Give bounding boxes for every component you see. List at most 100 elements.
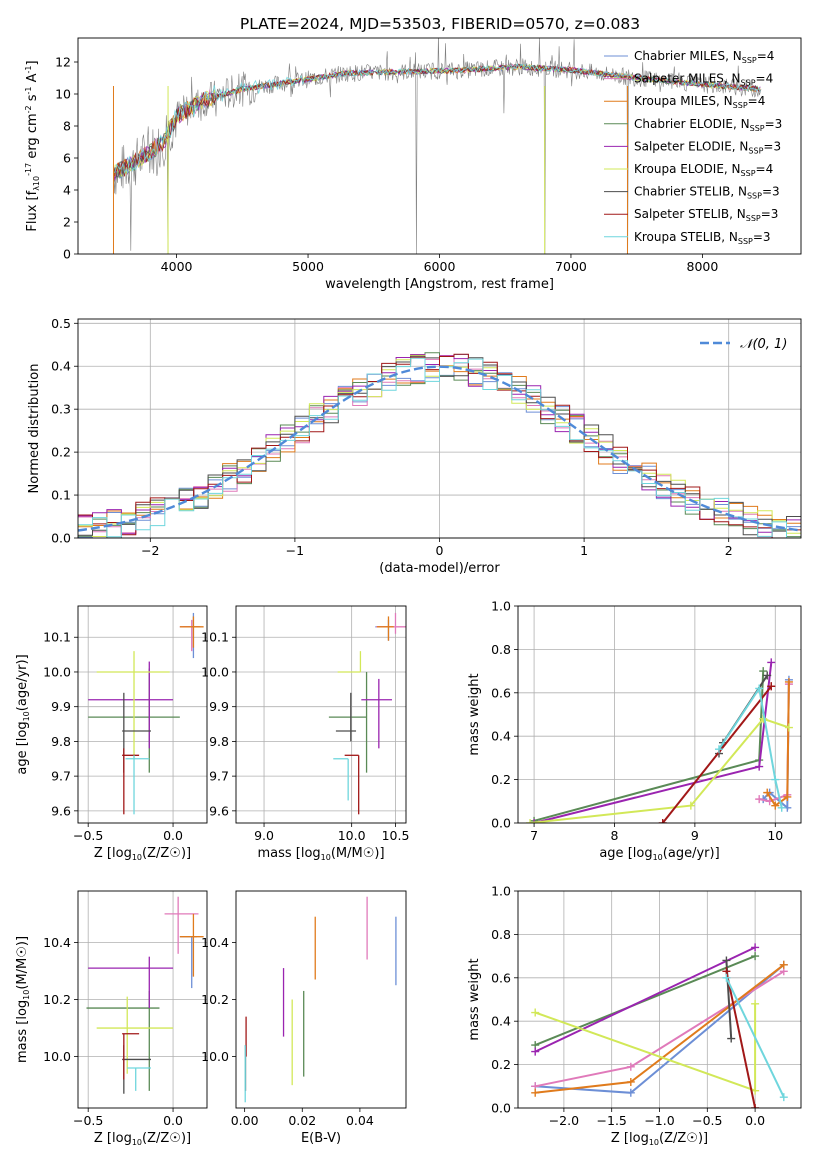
histogram-kroupa-stelib <box>78 357 801 538</box>
weight-line <box>718 685 783 809</box>
x-tick-label: 10.0 <box>338 828 366 843</box>
x-tick-label: 9.0 <box>254 828 274 843</box>
x-tick-label: 10 <box>767 828 783 843</box>
weight-marker <box>714 745 723 754</box>
y-tick-label: 8 <box>63 119 71 134</box>
x-tick-label: 0.0 <box>163 828 183 843</box>
axes-spectrum: 4000 5000 6000 7000 8000 0 2 4 6 8 10 12 wavelength … <box>24 37 802 292</box>
weight-marker <box>755 795 764 804</box>
weight-marker <box>779 960 788 969</box>
y-axis-label: mass [log10(M/M☉)] <box>15 936 31 1063</box>
x-tick-label: 4000 <box>161 259 193 274</box>
weight-marker <box>751 1104 760 1108</box>
axes-frame <box>517 890 802 1109</box>
x-tick-label: 1 <box>580 543 588 558</box>
weight-marker <box>784 723 793 732</box>
spectrum-legend: Chabrier MILES, NSSP​=4 Salpeter MILES, N… <box>604 49 782 246</box>
axes-mass_vs_ebv: 0.00 0.02 0.04 10.0 10.2 10.4 E(B-V) <box>201 890 407 1146</box>
weight-marker <box>626 1062 635 1071</box>
y-tick-label: 0.4 <box>491 729 511 744</box>
x-tick-label: −2 <box>141 543 159 558</box>
y-tick-label: 9.6 <box>51 803 71 818</box>
weight-marker <box>751 999 760 1008</box>
weight-marker <box>777 803 786 812</box>
weight-marker <box>626 1077 635 1086</box>
plot-area <box>112 38 762 254</box>
y-tick-label: 9.7 <box>51 769 71 784</box>
axes-weight_vs_age: 7 8 9 10 0.0 0.2 0.4 0.6 0.8 1.0 age [log10(age/yr… <box>467 599 802 862</box>
weight-marker <box>763 671 772 680</box>
weight-marker <box>755 762 764 771</box>
y-tick-label: 10.2 <box>201 992 229 1007</box>
weight-marker <box>722 973 731 982</box>
weight-marker <box>531 1008 540 1017</box>
x-tick-label: −1 <box>286 543 304 558</box>
x-axis-label: Z [log10(Z/Z☉)] <box>611 1131 708 1147</box>
y-axis-label: Flux [fλ10​-17​ erg cm-2​ s-1​ A-1​] <box>24 60 41 231</box>
x-tick-label: 0.0 <box>745 1113 765 1128</box>
y-axis-label: age [log10(age/yr)] <box>15 654 31 774</box>
y-tick-label: 0.6 <box>491 970 511 985</box>
y-tick-label: 9.9 <box>209 699 229 714</box>
weight-line <box>661 685 773 823</box>
legend-entry: Salpeter ELODIE, NSSP​=3 <box>634 139 781 155</box>
legend-entry: Salpeter STELIB, NSSP​=3 <box>634 207 778 223</box>
y-tick-label: 0.8 <box>491 927 511 942</box>
y-tick-label: 0.4 <box>491 1014 511 1029</box>
weight-marker <box>526 819 535 823</box>
axes-residuals: −2 −1 0 1 2 0.0 0.1 0.2 0.3 0.4 0.5 (data-model)/er… <box>27 316 802 576</box>
y-tick-label: 0.1 <box>51 488 71 503</box>
x-tick-label: 2 <box>725 543 733 558</box>
plot-area <box>328 612 406 815</box>
plot-area <box>86 896 204 1094</box>
x-axis-label: wavelength [Angstrom, rest frame] <box>325 277 554 292</box>
legend-entry: Chabrier ELODIE, NSSP​=3 <box>634 117 782 133</box>
axes-weight_vs_Z: −2.0 −1.5 −1.0 −0.5 0.0 0.0 0.2 0.4 0.6 0.8 1.0 Z [… <box>467 884 802 1147</box>
plot-area <box>88 612 204 815</box>
y-tick-label: 0.2 <box>51 445 71 460</box>
y-tick-label: 10.0 <box>43 664 71 679</box>
x-tick-label: 5000 <box>292 259 324 274</box>
legend-entry: Kroupa ELODIE, NSSP​=4 <box>634 162 773 178</box>
y-tick-label: 9.8 <box>51 734 71 749</box>
weight-line <box>766 681 790 808</box>
weight-line <box>534 946 756 1053</box>
plot-area <box>78 352 801 538</box>
y-axis-label: Normed distribution <box>27 364 42 494</box>
weight-line <box>725 977 785 1098</box>
y-tick-label: 12 <box>55 55 71 70</box>
x-tick-label: −2.0 <box>549 1113 579 1128</box>
weight-marker <box>771 775 780 784</box>
y-tick-label: 0.8 <box>491 642 511 657</box>
weight-line <box>529 717 790 823</box>
axes-frame <box>77 37 802 255</box>
y-tick-label: 1.0 <box>491 599 511 614</box>
y-tick-label: 10.0 <box>201 1049 229 1064</box>
y-tick-label: 6 <box>63 151 71 166</box>
axes-frame <box>77 890 208 1109</box>
y-axis-label: mass weight <box>467 673 482 755</box>
weight-marker <box>751 943 760 952</box>
y-tick-label: 0.2 <box>491 772 511 787</box>
x-tick-label: −1.5 <box>597 1113 627 1128</box>
axes-age_vs_mass: 9.0 10.0 10.5 9.6 9.7 9.8 9.9 10.0 10.1 mass [log… <box>201 605 409 862</box>
histogram-salpeter-stelib <box>78 353 801 538</box>
x-tick-label: −0.5 <box>73 828 103 843</box>
weight-marker <box>779 1093 788 1102</box>
x-axis-label: mass [log10(M/M☉)] <box>257 846 384 862</box>
legend-entry: Kroupa STELIB, NSSP​=3 <box>634 230 771 246</box>
y-tick-label: 0.0 <box>491 816 511 831</box>
figure-title: PLATE=2024, MJD=53503, FIBERID=0570, z=0… <box>240 15 640 33</box>
x-tick-label: 7000 <box>555 259 587 274</box>
y-tick-label: 1.0 <box>491 884 511 899</box>
y-tick-label: 10 <box>55 87 71 102</box>
x-tick-label: 0.02 <box>288 1113 316 1128</box>
y-tick-label: 2 <box>63 215 71 230</box>
y-tick-label: 10.4 <box>201 935 229 950</box>
y-tick-label: 10.2 <box>43 992 71 1007</box>
axes-age_vs_Z: −0.5 0.0 9.6 9.7 9.8 9.9 10.0 10.1 Z [log10(Z/Z☉… <box>15 605 208 862</box>
weight-marker <box>783 792 792 801</box>
weight-marker <box>763 788 772 797</box>
weight-marker <box>755 684 764 693</box>
